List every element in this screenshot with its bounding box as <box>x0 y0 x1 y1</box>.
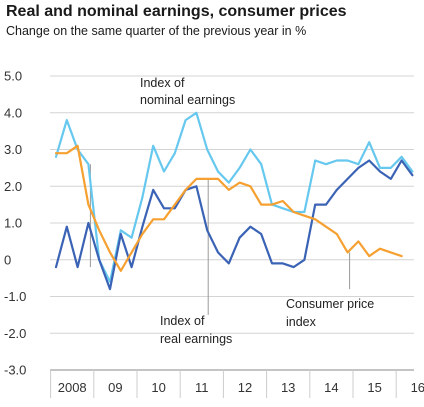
y-tick-label: 1.0 <box>4 216 22 231</box>
y-tick-label: 0 <box>4 252 11 267</box>
y-tick-label: 5.0 <box>4 69 22 84</box>
x-tick-label: 14 <box>324 380 338 395</box>
x-tick-label: 16 <box>411 380 424 395</box>
x-axis-tick-labels: 2008 09 10 11 12 13 14 15 16 <box>58 380 424 395</box>
x-tick-label: 13 <box>281 380 295 395</box>
x-tick-label: 15 <box>367 380 381 395</box>
y-tick-label: 4.0 <box>4 105 22 120</box>
x-tick-label: 2008 <box>58 380 87 395</box>
x-tick-label: 09 <box>108 380 122 395</box>
annotation-nominal-line2: nominal earnings <box>140 93 235 107</box>
y-tick-label: -1.0 <box>4 289 26 304</box>
annotation-real-line2: real earnings <box>160 332 232 346</box>
chart-title: Real and nominal earnings, consumer pric… <box>6 3 347 20</box>
y-axis-tick-labels: 5.0 4.0 3.0 2.0 1.0 0 -1.0 -2.0 -3.0 <box>4 69 26 378</box>
annotations: Index of nominal earnings Index of real ear… <box>140 76 374 346</box>
series-lines <box>54 111 414 291</box>
x-tick-label: 12 <box>238 380 252 395</box>
annotation-cpi-line2: index <box>286 315 317 329</box>
y-tick-label: -3.0 <box>4 363 26 378</box>
x-tick-label: 10 <box>151 380 165 395</box>
x-tick-label: 11 <box>195 380 209 395</box>
series-line-real <box>54 159 414 291</box>
y-tick-label: 2.0 <box>4 179 22 194</box>
annotation-cpi-line1: Consumer price <box>286 297 374 311</box>
annotation-real-line1: Index of <box>160 314 205 328</box>
chart-subtitle: Change on the same quarter of the previo… <box>6 24 307 38</box>
series-line-cpi <box>54 144 403 272</box>
series-line-nominal <box>54 111 414 283</box>
annotation-nominal-line1: Index of <box>140 76 185 90</box>
y-tick-label: -2.0 <box>4 326 26 341</box>
grid <box>50 75 414 398</box>
y-tick-label: 3.0 <box>4 142 22 157</box>
